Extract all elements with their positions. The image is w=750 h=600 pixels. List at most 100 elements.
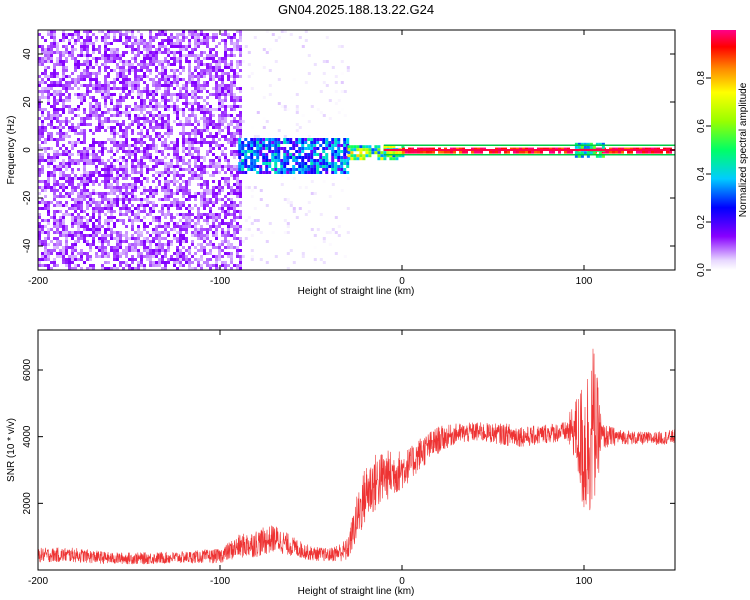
- heatmap-cell: [122, 42, 125, 45]
- heatmap-cell: [453, 150, 456, 154]
- heatmap-cell: [116, 159, 119, 162]
- heatmap-cell: [68, 264, 71, 267]
- heatmap-cell: [197, 66, 200, 69]
- heatmap-cell: [146, 69, 149, 72]
- heatmap-cell: [128, 267, 131, 270]
- heatmap-cell: [209, 111, 212, 114]
- heatmap-cell: [227, 33, 230, 36]
- heatmap-cell: [227, 207, 230, 210]
- heatmap-cell: [221, 87, 224, 90]
- heatmap-cell: [89, 243, 92, 246]
- heatmap-cell: [334, 168, 338, 171]
- heatmap-cell: [116, 150, 119, 153]
- heatmap-cell: [218, 180, 221, 183]
- heatmap-cell: [176, 93, 179, 96]
- heatmap-cell: [221, 117, 224, 120]
- heatmap-cell: [238, 156, 242, 159]
- heatmap-cell: [316, 168, 320, 171]
- heatmap-cell: [107, 177, 110, 180]
- heatmap-cell: [146, 51, 149, 54]
- heatmap-cell: [41, 258, 44, 261]
- heatmap-cell: [194, 66, 197, 69]
- heatmap-cell: [283, 168, 287, 171]
- heatmap-cell: [230, 66, 233, 69]
- heatmap-cell: [134, 72, 137, 75]
- heatmap-cell: [322, 168, 326, 171]
- heatmap-cell: [209, 147, 212, 150]
- heatmap-cell: [197, 168, 200, 171]
- heatmap-cell: [301, 168, 305, 171]
- heatmap-cell: [113, 78, 116, 81]
- heatmap-cell: [227, 84, 230, 87]
- heatmap-cell: [140, 63, 143, 66]
- heatmap-cell: [203, 84, 206, 87]
- heatmap-cell: [71, 153, 74, 156]
- heatmap-cell: [277, 102, 281, 105]
- heatmap-cell: [167, 51, 170, 54]
- heatmap-cell: [149, 222, 152, 225]
- heatmap-cell: [197, 81, 200, 84]
- heatmap-cell: [233, 138, 236, 141]
- heatmap-cell: [116, 168, 119, 171]
- heatmap-cell: [230, 54, 233, 57]
- heatmap-cell: [215, 156, 218, 159]
- heatmap-cell: [218, 96, 221, 99]
- heatmap-cell: [44, 60, 47, 63]
- heatmap-cell: [574, 145, 578, 149]
- heatmap-cell: [253, 36, 257, 39]
- heatmap-cell: [227, 246, 230, 249]
- heatmap-cell: [465, 150, 468, 154]
- heatmap-cell: [116, 54, 119, 57]
- heatmap-cell: [152, 168, 155, 171]
- heatmap-cell: [218, 207, 221, 210]
- heatmap-cell: [253, 150, 257, 153]
- heatmap-cell: [298, 171, 302, 174]
- heatmap-cell: [185, 147, 188, 150]
- heatmap-cell: [155, 150, 158, 153]
- heatmap-cell: [116, 231, 119, 234]
- heatmap-cell: [173, 216, 176, 219]
- heatmap-cell: [158, 222, 161, 225]
- heatmap-cell: [215, 246, 218, 249]
- heatmap-cell: [268, 138, 272, 141]
- heatmap-cell: [77, 219, 80, 222]
- heatmap-cell: [185, 231, 188, 234]
- heatmap-cell: [44, 90, 47, 93]
- heatmap-cell: [104, 231, 107, 234]
- heatmap-cell: [155, 66, 158, 69]
- heatmap-cell: [53, 183, 56, 186]
- heatmap-cell: [71, 78, 74, 81]
- heatmap-cell: [137, 105, 140, 108]
- heatmap-cell: [53, 168, 56, 171]
- heatmap-cell: [128, 117, 131, 120]
- heatmap-cell: [283, 147, 287, 150]
- heatmap-cell: [158, 198, 161, 201]
- heatmap-cell: [601, 142, 605, 146]
- heatmap-cell: [271, 144, 275, 147]
- heatmap-cell: [179, 93, 182, 96]
- heatmap-cell: [648, 150, 651, 154]
- heatmap-cell: [68, 207, 71, 210]
- heatmap-cell: [80, 45, 83, 48]
- heatmap-cell: [197, 207, 200, 210]
- heatmap-cell: [140, 255, 143, 258]
- heatmap-cell: [95, 177, 98, 180]
- heatmap-cell: [107, 93, 110, 96]
- heatmap-cell: [107, 198, 110, 201]
- heatmap-cell: [134, 84, 137, 87]
- heatmap-cell: [65, 234, 68, 237]
- heatmap-cell: [59, 192, 62, 195]
- heatmap-cell: [212, 204, 215, 207]
- heatmap-cell: [215, 141, 218, 144]
- heatmap-cell: [212, 222, 215, 225]
- heatmap-cell: [179, 132, 182, 135]
- heatmap-cell: [304, 138, 308, 141]
- heatmap-cell: [98, 219, 101, 222]
- heatmap-cell: [224, 204, 227, 207]
- heatmap-cell: [50, 120, 53, 123]
- heatmap-cell: [250, 234, 254, 237]
- heatmap-cell: [218, 123, 221, 126]
- heatmap-cell: [450, 150, 453, 154]
- heatmap-cell: [110, 210, 113, 213]
- heatmap-cell: [137, 117, 140, 120]
